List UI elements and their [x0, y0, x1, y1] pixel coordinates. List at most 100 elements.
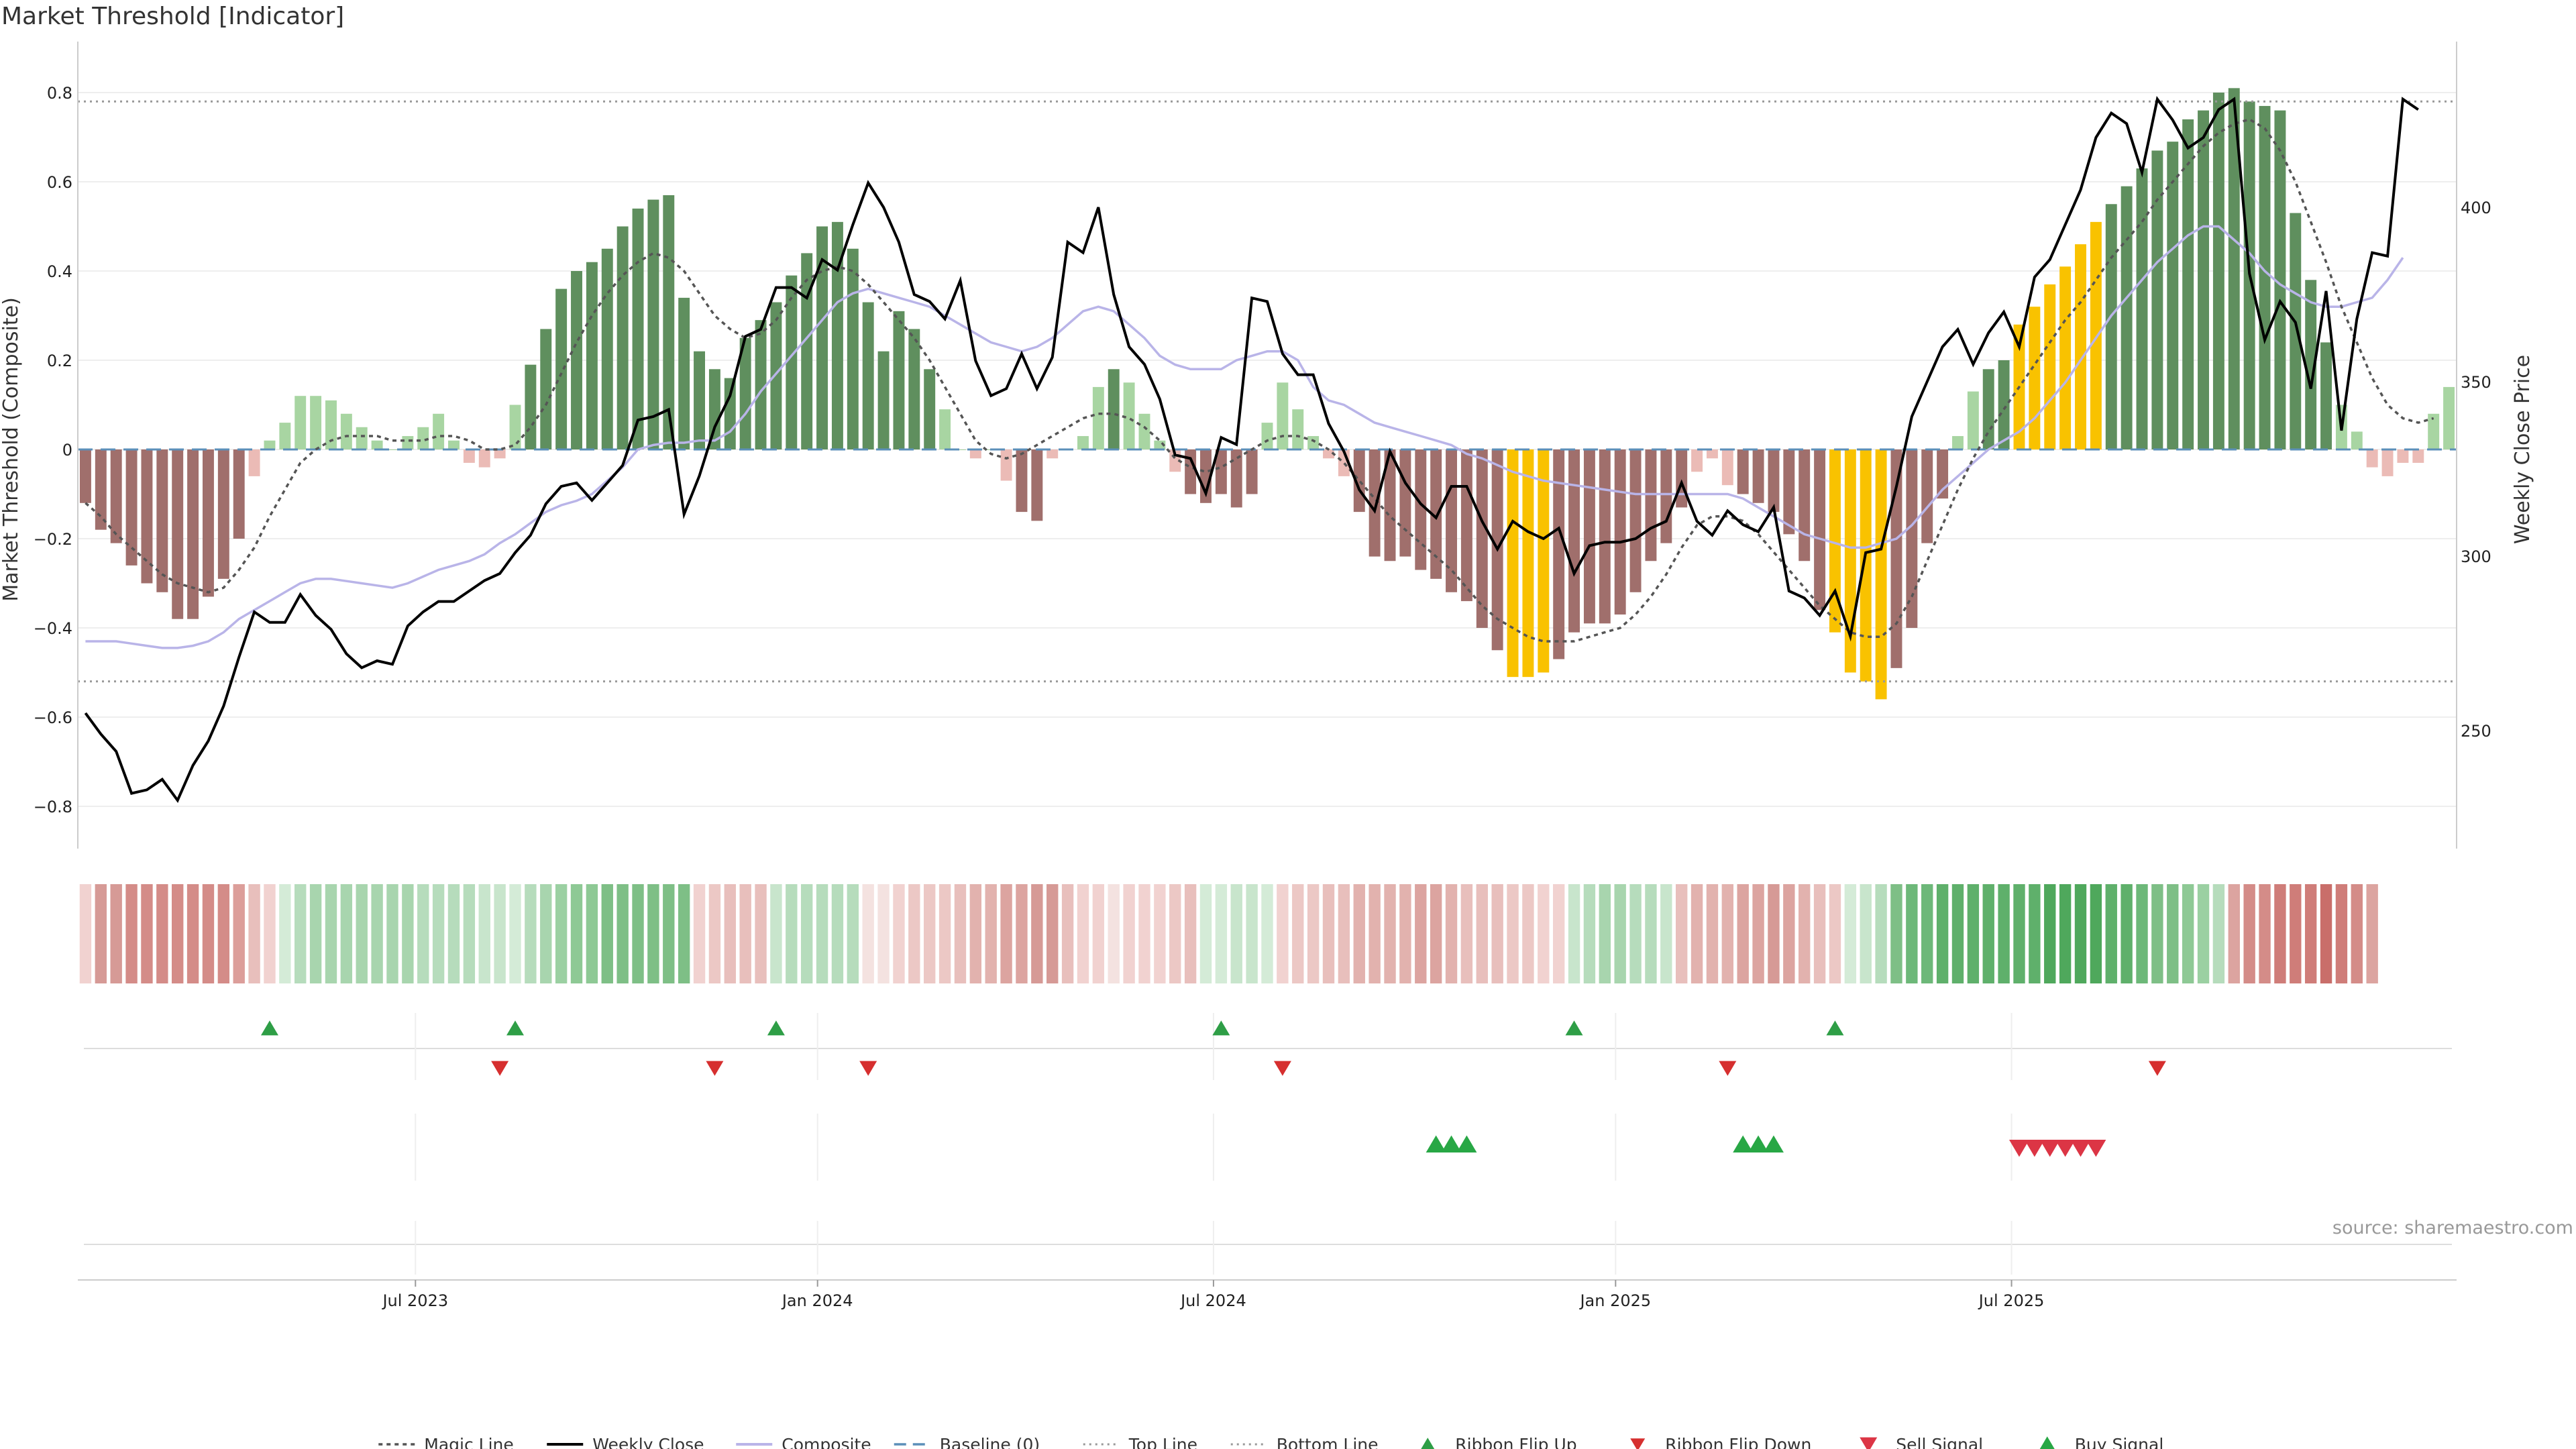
composite-bar [1768, 449, 1780, 513]
composite-bar [1016, 449, 1028, 513]
ribbon-flip-up-marker [1565, 1020, 1583, 1036]
composite-line [85, 225, 2404, 649]
composite-bar [141, 449, 153, 584]
buy-signal-marker [1763, 1135, 1784, 1152]
legend-label: Baseline (0) [940, 1435, 1040, 1449]
composite-bar [755, 320, 767, 449]
composite-bar [1829, 449, 1841, 633]
ribbon-segment [540, 884, 552, 983]
composite-bar [847, 248, 859, 449]
source-label: source: sharemaestro.com [2332, 1218, 2573, 1238]
composite-bar [1676, 449, 1688, 508]
composite-bar [1921, 449, 1933, 543]
ribbon-segment [1552, 884, 1565, 983]
composite-bar [478, 449, 490, 468]
ribbon-segment [1138, 884, 1150, 983]
ribbon-segment [202, 884, 215, 983]
composite-bar [1998, 360, 2010, 449]
y-tick-label: 0.4 [47, 262, 72, 281]
buy-signal-marker [1441, 1135, 1462, 1152]
y-tick-label: 0.6 [47, 173, 72, 192]
composite-bar [1783, 449, 1795, 535]
ribbon-segment [402, 884, 414, 983]
legend-item: Ribbon Flip Up [1421, 1435, 1577, 1449]
y2-tick-label: 250 [2461, 722, 2491, 741]
ribbon-segment [1261, 884, 1273, 983]
composite-bar [1277, 382, 1289, 449]
signal-markers [78, 1013, 2457, 1281]
composite-bar [801, 253, 813, 449]
ribbon-segment [1799, 884, 1811, 983]
ribbon-panel [79, 884, 2378, 983]
sell-signal-marker [2039, 1140, 2060, 1157]
y-tick-label: −0.8 [34, 798, 72, 816]
ribbon-segment [1829, 884, 1841, 983]
composite-bar [739, 337, 751, 449]
ribbon-segment [601, 884, 613, 983]
composite-bar [1614, 449, 1626, 615]
ribbon-segment [693, 884, 706, 983]
legend-label: Composite [782, 1435, 871, 1449]
composite-bar [1384, 449, 1396, 561]
composite-bar [1982, 369, 1994, 449]
ribbon-segment [1338, 884, 1350, 983]
composite-bar [540, 329, 552, 449]
composite-bar [1890, 449, 1902, 668]
composite-bar [248, 449, 260, 476]
ribbon-segment [1583, 884, 1596, 983]
composite-bar [632, 208, 644, 449]
composite-bar [371, 440, 383, 449]
legend-item: Weekly Close [547, 1435, 704, 1449]
composite-bar [770, 302, 782, 449]
composite-bar [2443, 386, 2455, 449]
composite-bar [1415, 449, 1427, 570]
y2-tick-label: 300 [2461, 547, 2491, 566]
ribbon-segment [1445, 884, 1458, 983]
composite-bar [2351, 431, 2363, 449]
ribbon-segment [1184, 884, 1197, 983]
ribbon-segment [1246, 884, 1258, 983]
composite-bar [1307, 436, 1320, 449]
ribbon-segment [325, 884, 337, 983]
composite-bar [2075, 244, 2086, 449]
ribbon-segment [2136, 884, 2148, 983]
ribbon-segment [678, 884, 690, 983]
legend-item: Bottom Line [1230, 1435, 1379, 1449]
composite-bar [1706, 449, 1718, 459]
ribbon-segment [2013, 884, 2025, 983]
ribbon-segment [800, 884, 813, 983]
composite-bar [954, 449, 966, 450]
ribbon-segment [141, 884, 153, 983]
composite-bar [1721, 449, 1733, 486]
composite-bar [264, 440, 276, 449]
composite-bar [786, 275, 798, 449]
legend-swatch [1630, 1438, 1646, 1449]
x-tick-label: Jul 2024 [1179, 1291, 1246, 1310]
ribbon-segment [1660, 884, 1672, 983]
composite-bar [417, 427, 429, 449]
legend: Magic Line Weekly Close Composite Baseline … [378, 1435, 2163, 1449]
ribbon-segment [1890, 884, 1902, 983]
ribbon-segment [2197, 884, 2210, 983]
reference-lines [78, 100, 2457, 683]
composite-bar [724, 378, 736, 449]
composite-bar [939, 409, 951, 449]
composite-bar [1799, 449, 1811, 561]
composite-bar [1629, 449, 1642, 592]
ribbon-segment [1721, 884, 1734, 983]
legend-label: Buy Signal [2075, 1435, 2164, 1449]
ribbon-segment [1706, 884, 1719, 983]
chart-title: Market Threshold [Indicator] [1, 3, 345, 30]
ribbon-segment [371, 884, 383, 983]
composite-bar [1108, 369, 1120, 449]
ribbon-segment [1322, 884, 1335, 983]
ribbon-flip-up-marker [1826, 1020, 1844, 1036]
composite-bar [1583, 449, 1595, 624]
composite-bar [1000, 449, 1012, 481]
composite-bar [1077, 436, 1089, 449]
ribbon-segment [1906, 884, 1918, 983]
ribbon-segment [1614, 884, 1626, 983]
composite-bar [1875, 449, 1887, 700]
ribbon-segment [1230, 884, 1242, 983]
